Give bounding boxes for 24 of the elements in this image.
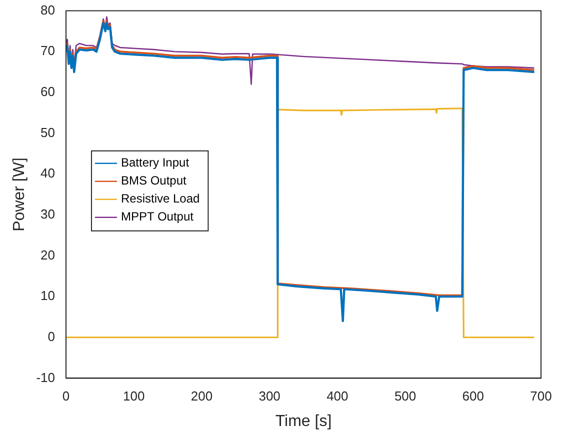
x-tick-label: 100: [122, 388, 145, 404]
x-tick-label: 300: [258, 388, 280, 404]
y-tick-label: 0: [48, 328, 55, 344]
y-tick-label: 10: [40, 288, 55, 304]
legend-label: Resistive Load: [120, 192, 200, 206]
y-tick-label: 30: [40, 206, 55, 222]
x-axis-title: Time [s]: [275, 412, 332, 430]
y-tick-label: 20: [40, 247, 55, 262]
x-tick-label: 500: [394, 388, 416, 404]
y-tick-label: -10: [36, 370, 55, 385]
x-tick-label: 600: [462, 388, 484, 404]
legend-label: MPPT Output: [120, 210, 194, 224]
y-axis-title: Power [W]: [11, 158, 28, 232]
y-tick-label: 80: [40, 2, 55, 18]
legend-label: BMS Output: [120, 174, 188, 188]
y-tick-label: 40: [40, 166, 55, 181]
legend-label: Battery Input: [120, 156, 190, 170]
x-tick-label: 400: [326, 388, 348, 404]
x-tick-label: 700: [530, 388, 552, 404]
y-tick-label: 50: [40, 124, 55, 140]
y-tick-label: 70: [40, 43, 55, 58]
x-tick-label: 0: [62, 388, 70, 404]
y-tick-label: 60: [40, 84, 55, 100]
x-tick-label: 200: [190, 388, 213, 404]
